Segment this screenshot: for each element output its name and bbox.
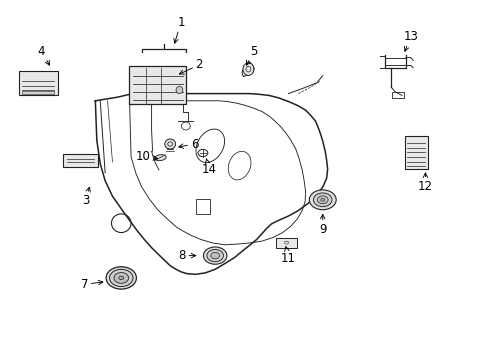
Text: 14: 14 [202,159,216,176]
Bar [195,199,210,214]
Ellipse shape [320,198,324,201]
Text: 8: 8 [178,249,195,262]
Text: 3: 3 [81,187,90,207]
Ellipse shape [106,267,136,289]
Bar [62,154,98,167]
Ellipse shape [114,273,128,283]
Bar [391,92,404,98]
Text: 1: 1 [173,16,184,43]
Text: 2: 2 [179,58,203,74]
Bar [19,71,58,95]
Ellipse shape [317,196,327,204]
Text: 13: 13 [403,30,417,51]
Bar [22,91,54,94]
Ellipse shape [176,86,183,94]
Ellipse shape [164,139,175,149]
Ellipse shape [119,276,123,280]
Bar [276,238,296,248]
Bar [128,66,186,104]
Ellipse shape [210,252,219,259]
Ellipse shape [203,247,226,264]
Text: 9: 9 [318,215,326,236]
Ellipse shape [243,63,253,76]
Ellipse shape [308,190,336,210]
Ellipse shape [109,269,133,287]
Text: 5: 5 [246,45,258,65]
Ellipse shape [313,193,331,207]
Text: 6: 6 [179,138,198,150]
Ellipse shape [206,249,223,262]
Bar [404,136,427,169]
Ellipse shape [154,155,166,161]
Text: 11: 11 [281,247,295,265]
Text: 7: 7 [81,278,102,291]
Text: 10: 10 [136,150,157,163]
Text: 12: 12 [417,173,432,193]
Text: 4: 4 [38,45,49,65]
